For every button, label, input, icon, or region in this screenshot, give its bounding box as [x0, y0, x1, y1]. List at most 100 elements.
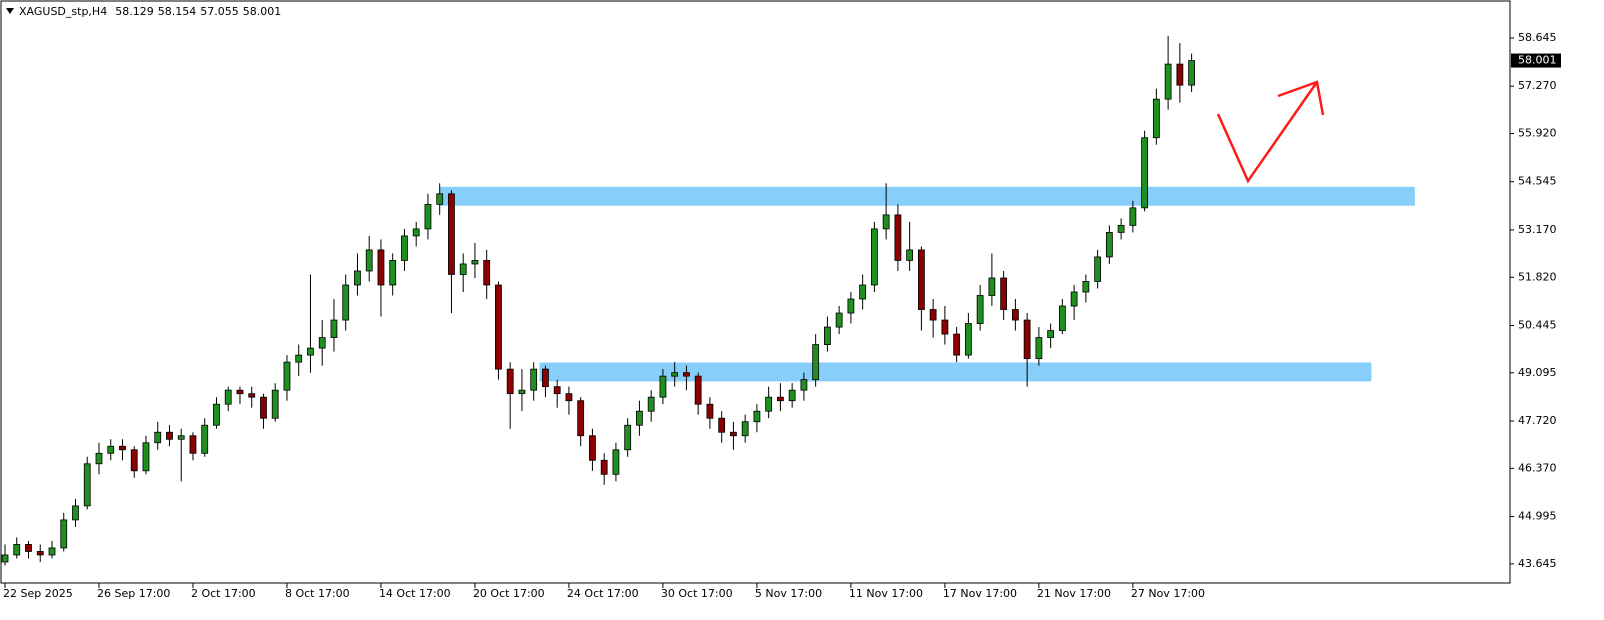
candle-body	[917, 249, 925, 310]
price-tag: 58.001	[1518, 54, 1557, 67]
candle-body	[295, 354, 303, 363]
candle-body	[741, 421, 749, 437]
x-tick-label: 8 Oct 17:00	[285, 587, 350, 600]
candle-body	[107, 445, 115, 454]
candle-body	[213, 403, 220, 426]
candle-body	[365, 249, 373, 272]
symbol: XAGUSD_stp,H4	[19, 5, 107, 18]
candle-body	[260, 396, 267, 419]
candle-body	[60, 519, 68, 549]
candle-body	[894, 214, 902, 261]
candle-body	[953, 333, 961, 356]
candle-body	[283, 361, 291, 391]
candle-body	[1188, 60, 1196, 86]
candle-body	[565, 393, 573, 402]
candle-body	[612, 449, 620, 475]
candle-body	[847, 298, 855, 314]
candle-body	[1070, 291, 1078, 307]
candle-body	[342, 284, 350, 321]
candles	[1, 36, 1196, 566]
candle-body	[1176, 63, 1184, 86]
candle-body	[13, 544, 21, 556]
x-tick-label: 22 Sep 2025	[3, 587, 73, 600]
x-tick-label: 20 Oct 17:00	[473, 587, 545, 600]
x-tick-label: 27 Nov 17:00	[1131, 587, 1205, 600]
y-tick-label: 44.995	[1518, 510, 1557, 523]
y-tick-label: 51.820	[1518, 270, 1557, 283]
candle-body	[518, 389, 526, 395]
candle-body	[976, 295, 984, 324]
candle-body	[95, 452, 103, 465]
candle-body	[1047, 330, 1055, 338]
candle-body	[130, 449, 138, 472]
low-price: 57.055	[200, 5, 239, 18]
candle-body	[777, 396, 784, 402]
candle-body	[1152, 98, 1160, 139]
candle-body	[72, 505, 79, 521]
candle-body	[800, 379, 808, 391]
candle-body	[1023, 319, 1031, 360]
candle-body	[859, 284, 867, 300]
candle-body	[459, 263, 467, 275]
candle-body	[354, 270, 361, 286]
price-tag-bg	[1511, 53, 1561, 68]
candle-body	[589, 435, 596, 461]
candle-body	[448, 193, 455, 275]
candle-body	[542, 368, 549, 388]
forecast-arrow	[1216, 80, 1325, 184]
x-tick-label: 24 Oct 17:00	[567, 587, 639, 600]
candle-body	[765, 396, 773, 412]
candle-body	[553, 386, 561, 395]
candle-body	[401, 235, 408, 261]
candle-body	[436, 193, 444, 205]
candle-body	[119, 445, 126, 451]
candle-body	[671, 372, 679, 377]
x-tick-label: 21 Nov 17:00	[1037, 587, 1111, 600]
candle-body	[624, 424, 632, 451]
candle-body	[694, 375, 702, 405]
candle-body	[471, 260, 479, 265]
candle-body	[964, 323, 972, 356]
x-tick-label: 14 Oct 17:00	[379, 587, 451, 600]
candle-body	[1117, 224, 1125, 233]
candle-body	[248, 393, 256, 398]
y-tick-label: 53.170	[1518, 223, 1557, 236]
candle-body	[788, 389, 796, 402]
candle-body	[988, 277, 996, 296]
menu-triangle[interactable]	[6, 8, 14, 14]
candle-body	[483, 260, 491, 286]
y-tick-label: 43.645	[1518, 557, 1557, 570]
candle-body	[577, 400, 585, 437]
candle-body	[929, 309, 937, 321]
candle-body	[1105, 231, 1113, 258]
candle-body	[941, 319, 949, 335]
candle-body	[236, 389, 244, 395]
candle-body	[506, 368, 514, 395]
candle-body	[647, 396, 655, 412]
close-price: 58.001	[243, 5, 282, 18]
plot-frame	[0, 0, 1511, 584]
candle-body	[154, 431, 162, 444]
x-tick-label: 30 Oct 17:00	[661, 587, 733, 600]
y-tick-label: 57.270	[1518, 79, 1557, 92]
x-tick-label: 17 Nov 17:00	[943, 587, 1017, 600]
x-tick-label: 26 Sep 17:00	[97, 587, 170, 600]
candle-body	[1094, 256, 1102, 282]
candle-body	[25, 544, 32, 552]
candle-body	[330, 319, 338, 338]
candle-body	[706, 403, 714, 419]
zones	[439, 186, 1415, 382]
candle-body	[1141, 137, 1149, 209]
candle-body	[377, 249, 385, 286]
y-tick-label: 47.720	[1518, 414, 1557, 427]
candle-body	[659, 375, 667, 398]
y-tick-label: 54.545	[1518, 175, 1557, 188]
candle-body	[318, 337, 326, 349]
candle-body	[683, 372, 690, 377]
candle-body	[424, 203, 432, 230]
zone	[439, 186, 1415, 206]
candle-body	[177, 435, 185, 440]
candle-body	[271, 389, 279, 419]
